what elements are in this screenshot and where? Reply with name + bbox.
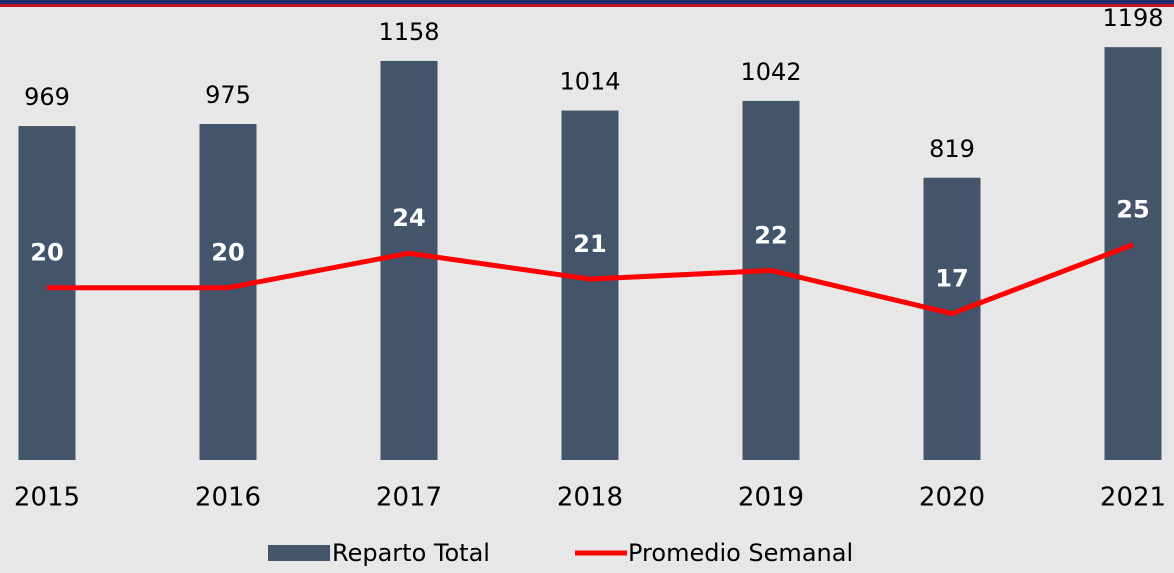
line-value-label: 20 [30,239,63,267]
line-value-label: 17 [935,265,968,293]
line-value-label: 24 [392,204,425,232]
line-value-label: 21 [573,230,606,258]
legend-label: Promedio Semanal [628,539,853,567]
line-value-label: 20 [211,239,244,267]
bar-value-label: 1158 [378,18,439,46]
bar [923,177,981,460]
bar-value-label: 969 [24,83,70,111]
bar [18,126,76,461]
x-tick-label: 2019 [738,483,804,513]
line-value-label: 25 [1116,196,1149,224]
bar-value-label: 975 [205,81,251,109]
x-tick-label: 2018 [557,483,623,513]
legend-swatch [268,545,330,561]
legend-label: Reparto Total [332,539,490,567]
x-tick-label: 2021 [1100,483,1166,513]
line [47,242,1134,317]
bar-value-label: 1042 [740,58,801,86]
bar [380,60,438,460]
x-tick-label: 2020 [919,483,985,513]
top-border-accent [0,4,1174,7]
line-value-label: 22 [754,221,787,249]
bar [561,110,619,460]
bar-value-label: 1014 [559,68,620,96]
bar [199,124,257,460]
bar-value-label: 1198 [1102,4,1163,32]
x-tick-label: 2015 [14,483,80,513]
bar-value-label: 819 [929,135,975,163]
x-tick-label: 2016 [195,483,261,513]
x-tick-label: 2017 [376,483,442,513]
top-border [0,0,1174,4]
bar [742,100,800,460]
